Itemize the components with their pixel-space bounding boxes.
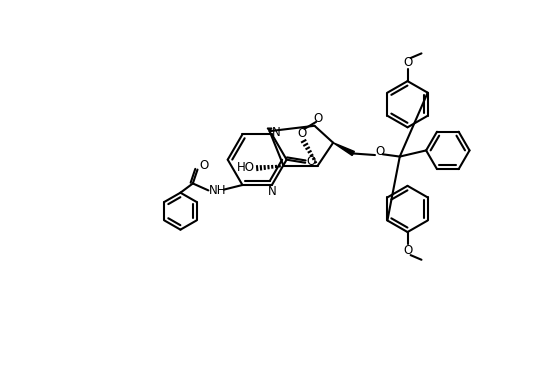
Text: N: N [271,125,280,138]
Text: O: O [297,127,307,140]
Polygon shape [267,128,272,131]
Polygon shape [333,143,354,156]
Text: O: O [403,56,412,69]
Text: O: O [314,112,323,125]
Text: O: O [375,145,384,159]
Text: O: O [199,159,208,172]
Text: N: N [268,185,277,198]
Text: O: O [307,155,316,169]
Text: NH: NH [209,184,226,197]
Text: HO: HO [237,161,255,174]
Text: O: O [403,244,412,257]
